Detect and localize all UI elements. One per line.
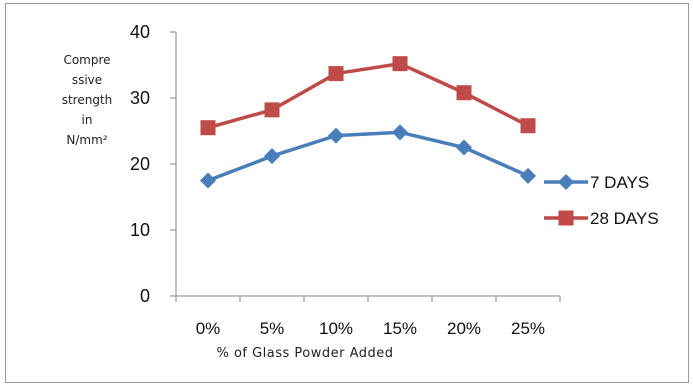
- data-point-square: [264, 102, 280, 118]
- data-point-diamond: [264, 148, 280, 165]
- data-point-square: [520, 118, 536, 134]
- x-tick-label: 25%: [511, 319, 545, 338]
- y-axis-label-line-5: N/mm²: [66, 133, 108, 147]
- y-tick-label: 10: [130, 220, 150, 240]
- data-point-diamond: [392, 124, 408, 141]
- x-tick-label: 0%: [196, 319, 221, 338]
- y-axis-label-line-4: in: [81, 113, 93, 127]
- x-tick-label: 20%: [447, 319, 481, 338]
- data-point-diamond: [520, 167, 536, 184]
- y-axis-label-line-1: Compre: [63, 53, 111, 67]
- y-tick-label: 40: [130, 22, 150, 42]
- series-line-2: [207, 61, 529, 130]
- x-tick-label: 5%: [260, 319, 285, 338]
- data-point-diamond: [328, 127, 344, 144]
- legend-marker-square: [558, 210, 574, 226]
- chart-frame: [5, 3, 689, 383]
- y-tick-label: 30: [130, 88, 150, 108]
- data-point-square: [328, 66, 344, 82]
- x-tick-label: 10%: [319, 319, 353, 338]
- y-tick-label: 20: [130, 154, 150, 174]
- data-point-square: [456, 85, 472, 101]
- series-line-1: [207, 130, 529, 183]
- data-point-diamond: [456, 139, 472, 156]
- y-tick-label: 0: [140, 286, 150, 306]
- legend-label: 28 DAYS: [590, 209, 659, 228]
- y-axis-label-line-2: ssive: [71, 73, 103, 87]
- legend-marker-diamond: [558, 174, 574, 190]
- data-point-diamond: [200, 172, 216, 189]
- data-point-square: [392, 56, 408, 72]
- data-point-square: [200, 120, 216, 136]
- legend-label: 7 DAYS: [590, 173, 649, 192]
- y-axis-label-line-3: strength: [61, 93, 113, 107]
- x-axis-label: % of Glass Powder Added: [216, 346, 394, 361]
- x-tick-label: 15%: [383, 319, 417, 338]
